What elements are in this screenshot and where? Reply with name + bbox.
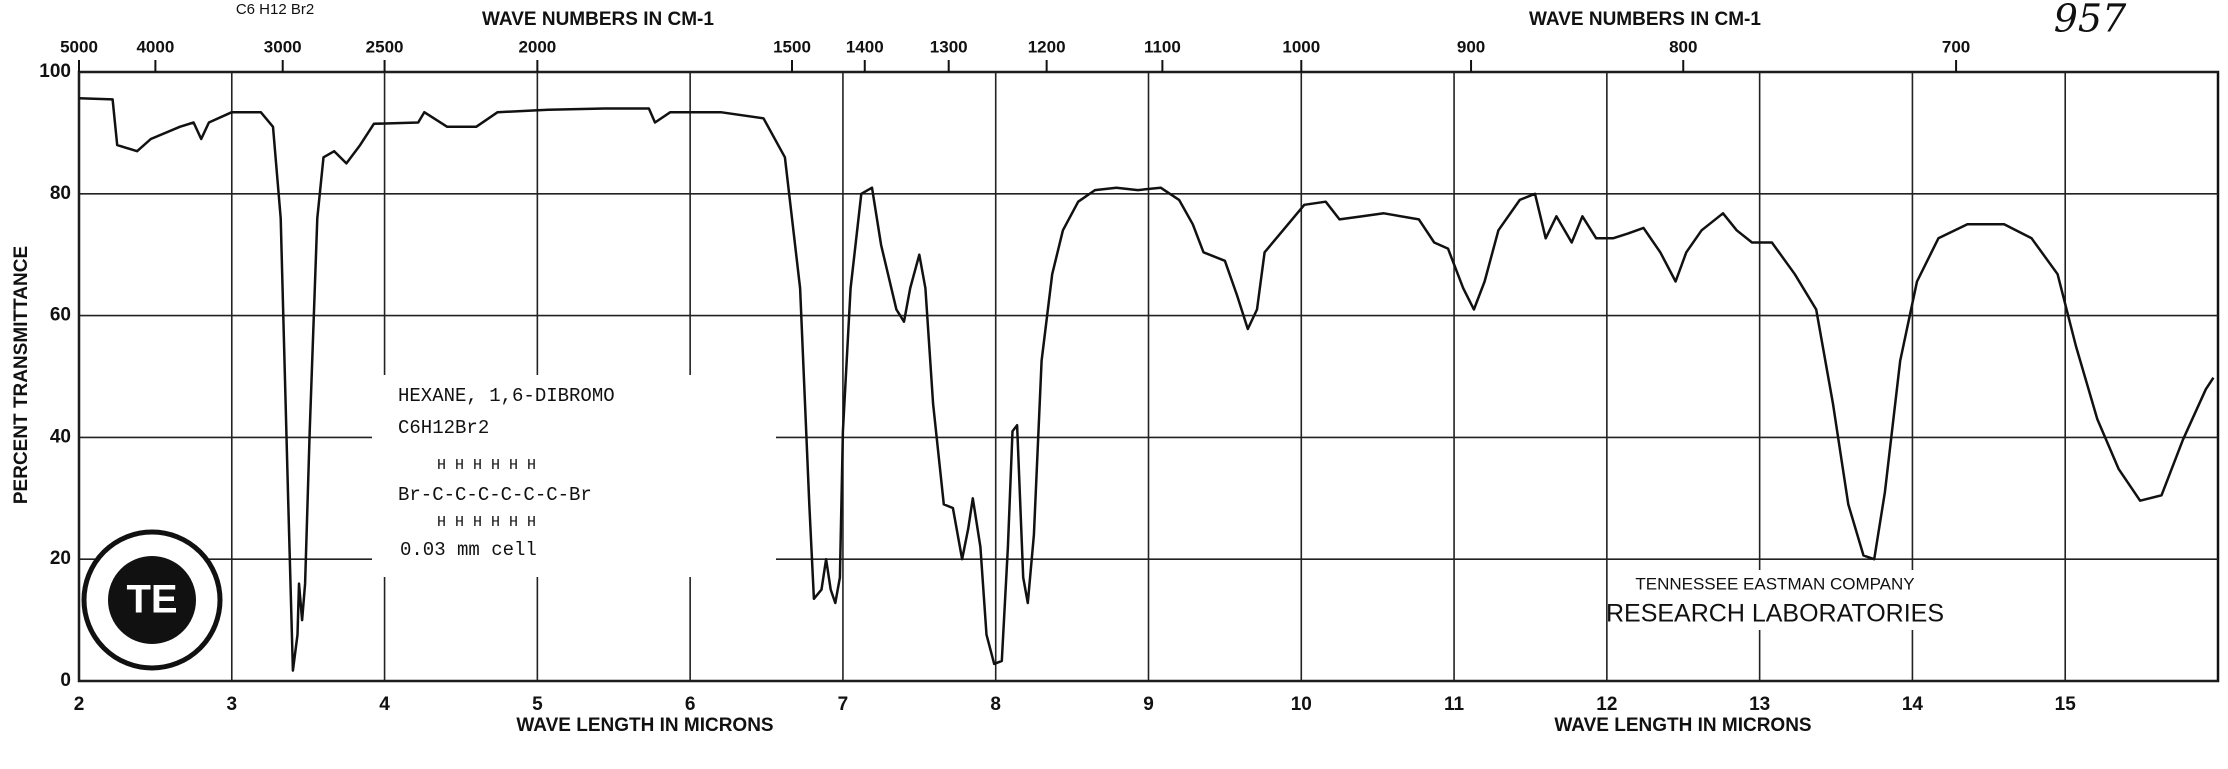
x-axis-label: WAVE LENGTH IN MICRONS <box>1554 715 1811 736</box>
top-axis-label: WAVE NUMBERS IN CM-1 <box>482 9 714 30</box>
y-tick-label: 20 <box>50 548 71 569</box>
top-axis-label: WAVE NUMBERS IN CM-1 <box>1529 9 1761 30</box>
y-tick-label: 40 <box>50 426 71 447</box>
top-tick-label: 2000 <box>518 37 556 56</box>
top-tick-label: 1200 <box>1028 37 1066 56</box>
y-axis-label: PERCENT TRANSMITTANCE <box>11 246 32 504</box>
spectrum-line <box>78 96 2215 672</box>
top-tick-label: 1400 <box>846 37 884 56</box>
x-tick-label: 2 <box>74 694 85 715</box>
x-tick-label: 14 <box>1902 694 1924 715</box>
x-tick-label: 10 <box>1291 694 1312 715</box>
top-tick-label: 2500 <box>366 37 404 56</box>
top-tick-label: 1100 <box>1144 37 1181 56</box>
top-tick-label: 4000 <box>136 37 174 56</box>
top-tick-label: 1500 <box>773 37 811 56</box>
sample-box <box>372 375 776 577</box>
x-axis-label: WAVE LENGTH IN MICRONS <box>516 715 773 736</box>
y-tick-label: 100 <box>39 61 71 82</box>
top-tick-label: 800 <box>1669 37 1697 56</box>
x-tick-label: 13 <box>1749 694 1770 715</box>
y-tick-label: 0 <box>60 670 71 691</box>
top-tick-label: 1000 <box>1282 37 1320 56</box>
top-tick-label: 1300 <box>930 37 968 56</box>
sample-cell: 0.03 mm cell <box>400 539 537 561</box>
sheet-number: 957 <box>2054 0 2127 41</box>
sample-name: HEXANE, 1,6-DIBROMO <box>398 385 615 407</box>
structure-top: H H H H H H <box>437 457 536 474</box>
x-tick-label: 12 <box>1596 694 1617 715</box>
x-tick-label: 9 <box>1143 694 1154 715</box>
logo-text: TE <box>126 578 177 622</box>
top-formula: C6 H12 Br2 <box>236 1 314 18</box>
y-tick-label: 60 <box>50 305 71 326</box>
top-tick-label: 700 <box>1942 37 1970 56</box>
top-tick-label: 3000 <box>264 37 302 56</box>
x-tick-label: 5 <box>532 694 543 715</box>
logo-disc <box>108 556 196 644</box>
x-tick-label: 3 <box>226 694 237 715</box>
company-box <box>1615 570 1935 630</box>
y-tick-label: 80 <box>50 183 71 204</box>
company-name: TENNESSEE EASTMAN COMPANY <box>1635 574 1914 593</box>
structure-main: Br-C-C-C-C-C-C-Br <box>398 484 592 506</box>
x-tick-label: 6 <box>685 694 696 715</box>
top-tick-label: 900 <box>1457 37 1485 56</box>
x-tick-label: 15 <box>2055 694 2077 715</box>
lab-name: RESEARCH LABORATORIES <box>1606 600 1944 628</box>
x-tick-label: 4 <box>379 694 390 715</box>
sample-formula: C6H12Br2 <box>398 417 489 439</box>
x-tick-label: 7 <box>838 694 849 715</box>
x-tick-label: 11 <box>1444 694 1465 715</box>
structure-bottom: H H H H H H <box>437 514 536 531</box>
annotations: HEXANE, 1,6-DIBROMO C6H12Br2 H H H H H H… <box>81 375 1944 671</box>
x-tick-label: 8 <box>990 694 1001 715</box>
top-tick-label: 5000 <box>60 37 98 56</box>
